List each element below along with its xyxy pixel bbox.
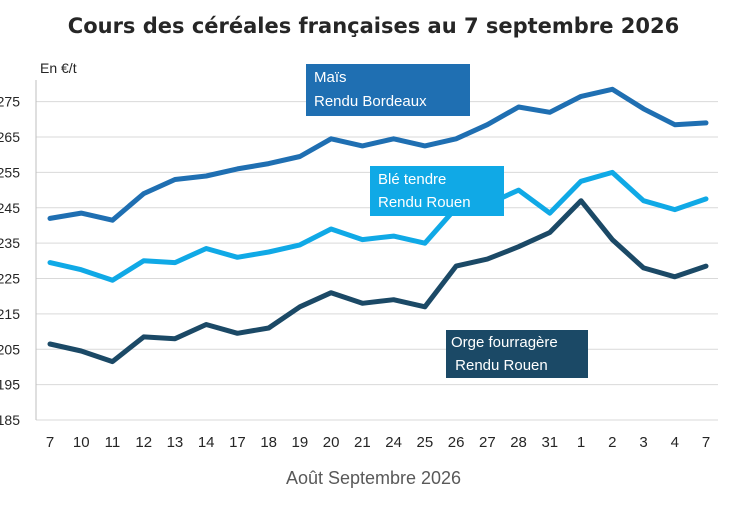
series-label-box xyxy=(370,166,504,216)
x-tick-label: 4 xyxy=(671,434,679,451)
x-tick-label: 20 xyxy=(323,434,340,451)
series-label-text: Rendu Rouen xyxy=(378,194,471,211)
x-tick-label: 25 xyxy=(417,434,434,451)
x-tick-label: 13 xyxy=(167,434,184,451)
x-axis-title: Août Septembre 2026 xyxy=(285,468,462,488)
x-tick-label: 28 xyxy=(510,434,527,451)
y-axis-unit-label: En €/t xyxy=(40,60,77,76)
y-tick-label: 205 xyxy=(0,341,20,357)
y-tick-label: 235 xyxy=(0,235,20,251)
y-tick-label: 255 xyxy=(0,164,20,180)
y-tick-label: 225 xyxy=(0,271,20,287)
x-tick-label: 31 xyxy=(541,434,558,451)
x-tick-label: 7 xyxy=(702,434,710,451)
y-tick-label: 195 xyxy=(0,377,20,393)
series-label-box xyxy=(306,64,470,116)
x-tick-label: 3 xyxy=(639,434,647,451)
y-tick-label: 215 xyxy=(0,306,20,322)
x-tick-label: 19 xyxy=(292,434,309,451)
chart-title: Cours des céréales françaises au 7 septe… xyxy=(67,14,680,38)
y-tick-label: 275 xyxy=(0,94,20,110)
x-tick-label: 27 xyxy=(479,434,496,451)
series-label-text: Rendu Rouen xyxy=(451,357,548,374)
x-tick-label: 17 xyxy=(229,434,246,451)
x-tick-label: 18 xyxy=(260,434,277,451)
x-tick-label: 12 xyxy=(135,434,152,451)
x-tick-label: 21 xyxy=(354,434,371,451)
x-tick-label: 26 xyxy=(448,434,465,451)
x-tick-label: 10 xyxy=(73,434,90,451)
series-line xyxy=(47,169,709,283)
x-tick-label: 14 xyxy=(198,434,215,451)
x-tick-label: 24 xyxy=(385,434,402,451)
series-line xyxy=(47,198,709,365)
y-tick-label: 245 xyxy=(0,200,20,216)
x-tick-label: 2 xyxy=(608,434,616,451)
x-tick-label: 11 xyxy=(105,434,121,451)
series-label-text: Orge fourragère xyxy=(451,334,558,351)
series-line xyxy=(47,86,709,223)
x-tick-label: 1 xyxy=(577,434,585,451)
series-label-text: Blé tendre xyxy=(378,171,446,188)
y-tick-label: 265 xyxy=(0,129,20,145)
series-label-box xyxy=(446,330,588,378)
y-tick-label: 185 xyxy=(0,412,20,428)
series-label-text: Maïs xyxy=(314,69,347,86)
series-label-text: Rendu Bordeaux xyxy=(314,93,427,110)
x-tick-label: 7 xyxy=(46,434,54,451)
